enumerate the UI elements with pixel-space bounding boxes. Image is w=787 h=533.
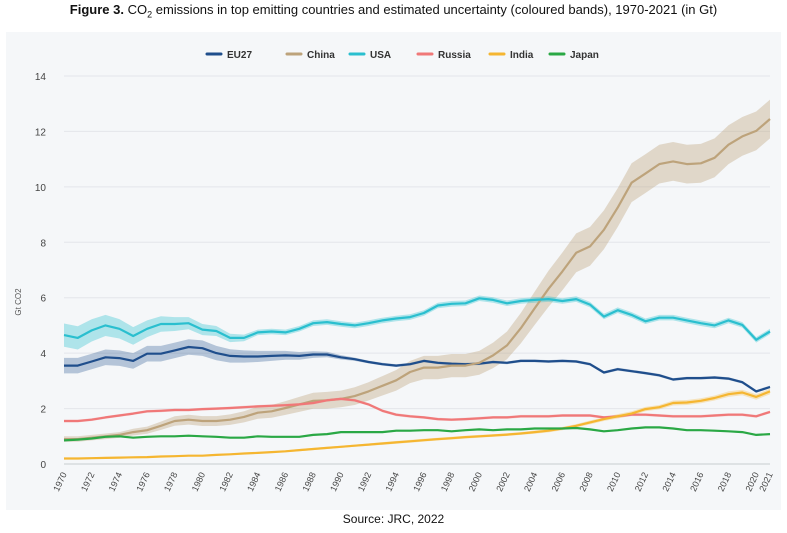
- x-tick-label: 2000: [467, 471, 485, 493]
- y-tick-label: 2: [40, 405, 46, 416]
- x-tick-label: 1978: [162, 471, 180, 493]
- y-tick-label: 12: [35, 127, 47, 138]
- y-tick-label: 8: [40, 238, 46, 249]
- x-tick-label: 1986: [273, 471, 291, 493]
- band-eu27: [64, 339, 770, 393]
- line-usa: [63, 297, 771, 341]
- legend-label: India: [510, 50, 534, 61]
- x-tick-label: 1970: [51, 471, 69, 493]
- y-tick-label: 4: [40, 349, 46, 360]
- band-china: [64, 99, 770, 442]
- x-tick-label: 2004: [522, 471, 540, 493]
- x-tick-label: 2012: [633, 471, 651, 493]
- x-tick-label: 1990: [328, 471, 346, 493]
- y-tick-label: 14: [35, 72, 47, 83]
- line-russia: [64, 397, 771, 423]
- y-axis-label: Gt CO2: [14, 288, 23, 316]
- legend-item-russia: Russia: [416, 50, 471, 61]
- title-text-post: emissions in top emitting countries and …: [152, 2, 718, 17]
- x-tick-label: 1998: [439, 471, 457, 493]
- legend-label: EU27: [227, 50, 252, 61]
- band-usa: [64, 295, 770, 350]
- x-tick-label: 1988: [300, 471, 318, 493]
- figure-title: Figure 3. CO2 emissions in top emitting …: [0, 2, 787, 20]
- x-tick-label: 2016: [688, 471, 706, 493]
- legend-item-usa: USA: [348, 50, 391, 61]
- y-tick-label: 10: [35, 183, 47, 194]
- legend-label: Russia: [438, 50, 471, 61]
- legend-item-eu27: EU27: [205, 50, 252, 61]
- title-text-pre: CO: [123, 2, 148, 17]
- legend-item-india: India: [488, 50, 534, 61]
- series-lines: [63, 118, 771, 460]
- line-china: [64, 118, 771, 441]
- x-tick-label: 2008: [577, 471, 595, 493]
- line-japan: [63, 426, 771, 442]
- x-tick-label: 1994: [384, 471, 402, 493]
- legend-item-china: China: [285, 50, 335, 61]
- x-tick-label: 2014: [660, 471, 678, 493]
- x-tick-label: 1974: [107, 471, 125, 493]
- x-tick-label: 2018: [716, 471, 734, 493]
- x-tick-label: 1976: [134, 471, 152, 493]
- x-tick-label: 1996: [411, 471, 429, 493]
- x-tick-label: 1982: [217, 471, 235, 493]
- x-tick-label: 1984: [245, 471, 263, 493]
- x-tick-label: 2006: [550, 471, 568, 493]
- emissions-line-chart: 0 2 4 6 8 10 12 14 1970 1972 1974 1976 1978 1980 1982 1…: [14, 50, 775, 493]
- y-tick-label: 6: [40, 294, 46, 305]
- legend-item-japan: Japan: [548, 50, 599, 61]
- source-note: Source: JRC, 2022: [342, 512, 445, 526]
- figure-number: Figure 3.: [69, 2, 124, 17]
- legend-label: China: [307, 50, 335, 61]
- x-tick-label: 1972: [79, 471, 97, 493]
- line-eu27: [64, 345, 771, 393]
- x-tick-label: 1992: [356, 471, 374, 493]
- y-tick-label: 0: [40, 460, 46, 471]
- x-tick-label: 1980: [190, 471, 208, 493]
- legend-label: USA: [370, 50, 391, 61]
- x-tick-label: 2021: [757, 471, 775, 493]
- legend-label: Japan: [570, 50, 599, 61]
- x-tick-label: 2010: [605, 471, 623, 493]
- line-india: [64, 390, 771, 460]
- title-subscript: 2: [147, 9, 153, 20]
- x-tick-label: 2002: [494, 471, 512, 493]
- legend: EU27 China USA Russia India Japan: [205, 50, 599, 61]
